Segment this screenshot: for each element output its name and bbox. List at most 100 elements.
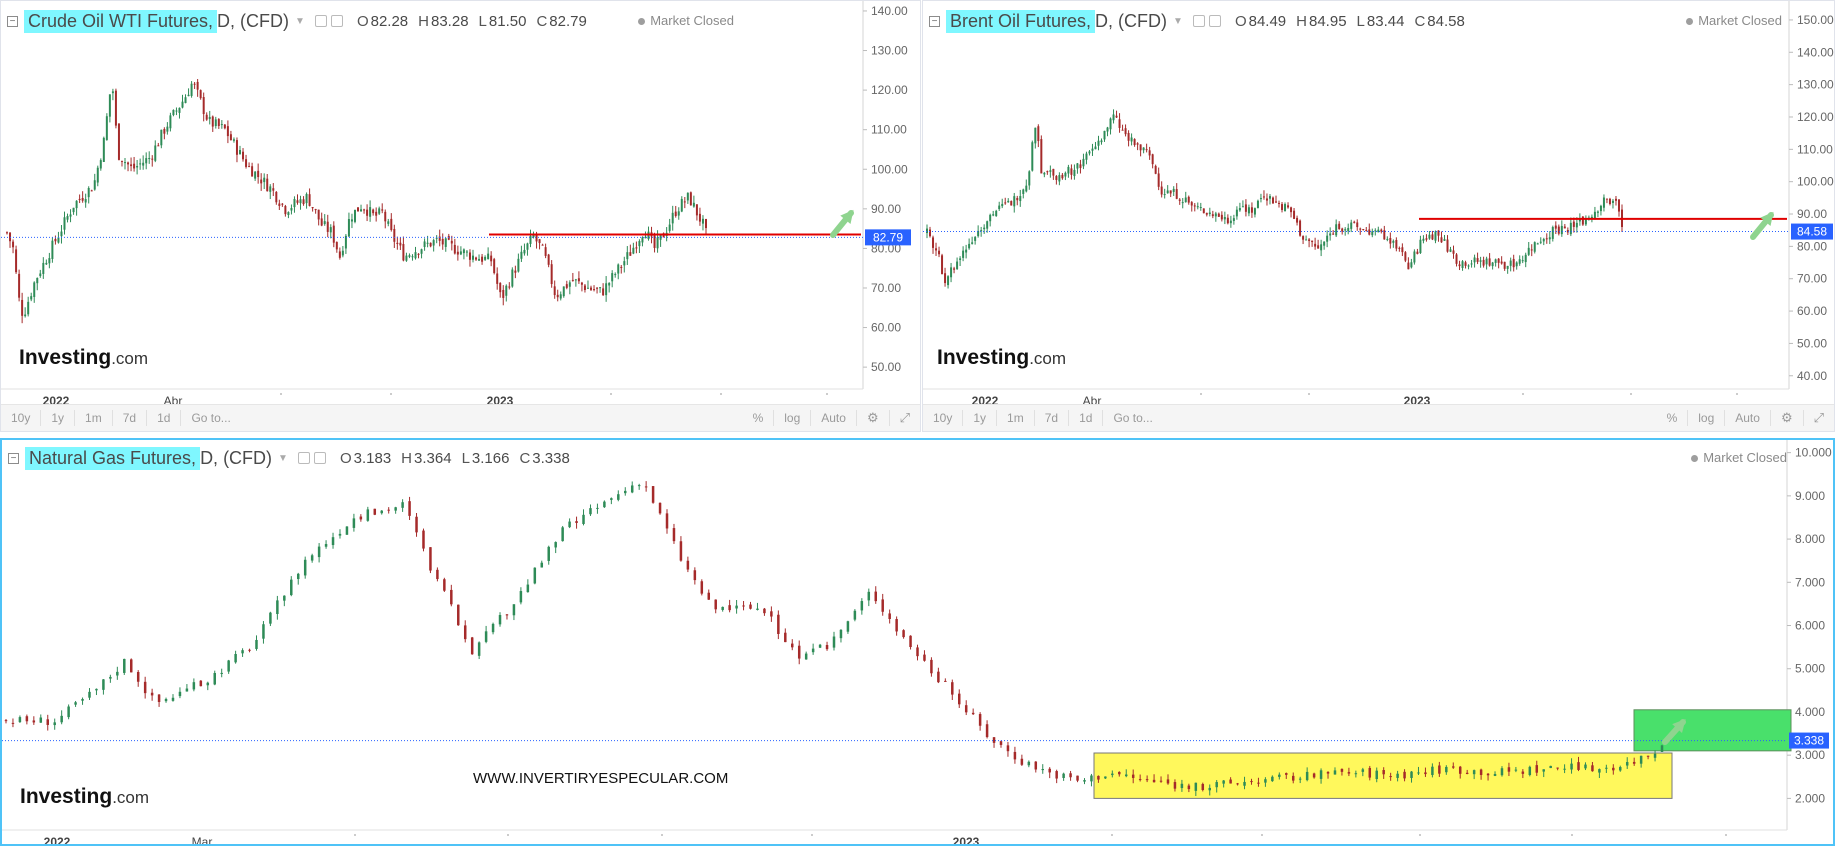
candle-body	[568, 521, 571, 528]
gear-icon[interactable]: ⚙	[857, 410, 890, 426]
log-scale-button[interactable]: log	[1688, 410, 1726, 426]
candle-body	[1452, 250, 1455, 254]
log-scale-button[interactable]: log	[774, 410, 812, 426]
candle-body	[32, 720, 36, 723]
candle-body	[399, 242, 402, 246]
candle-body	[6, 232, 8, 234]
candle-body	[1076, 163, 1079, 169]
candle-body	[874, 591, 878, 602]
range-1d-button[interactable]: 1d	[147, 410, 182, 426]
candle-body	[1298, 778, 1302, 780]
candle-body	[614, 274, 617, 276]
minus-square-icon[interactable]: −	[8, 452, 19, 464]
chevron-down-icon[interactable]: ▼	[1173, 15, 1183, 27]
candle-body	[916, 647, 919, 657]
wti-plot[interactable]: 140.00130.00120.00110.00100.0090.0080.00…	[1, 1, 920, 405]
minus-square-icon[interactable]: −	[7, 15, 18, 27]
candle-body	[164, 698, 168, 702]
gas-chart-panel[interactable]: − Natural Gas Futures, D, (CFD) ▼ O 3.183…	[0, 438, 1835, 846]
candle-body	[1374, 230, 1377, 232]
candle-body	[1070, 168, 1073, 175]
range-10y-button[interactable]: 10y	[923, 410, 964, 426]
candle-body	[465, 251, 468, 253]
chevron-down-icon[interactable]: ▼	[295, 15, 305, 27]
wti-chart-panel[interactable]: − Crude Oil WTI Futures, D, (CFD) ▼ O 82.…	[0, 0, 921, 432]
candle-body	[443, 579, 446, 591]
candle-body	[1271, 776, 1274, 782]
candle-body	[310, 555, 314, 561]
wti-toolbar: 10y 1y 1m 7d 1d Go to... % log Auto ⚙ ⤢	[1, 404, 920, 431]
brent-toolbar: 10y 1y 1m 7d 1d Go to... % log Auto ⚙ ⤢	[923, 404, 1834, 431]
candle-body	[263, 177, 266, 183]
brent-title: Brent Oil Futures,	[946, 9, 1096, 33]
candle-body	[623, 261, 626, 266]
range-7d-button[interactable]: 7d	[113, 410, 148, 426]
candle-body	[944, 273, 947, 284]
candle-body	[535, 235, 538, 242]
goto-button[interactable]: Go to...	[191, 411, 231, 425]
candle-body	[958, 693, 961, 705]
gas-plot[interactable]: 10.000 9.000 8.000 7.000 6.000 5.000 4.000 3.00…	[2, 440, 1833, 844]
candle-body	[839, 629, 843, 639]
range-7d-button[interactable]: 7d	[1035, 410, 1070, 426]
range-1y-button[interactable]: 1y	[963, 410, 998, 426]
candle-body	[1527, 247, 1530, 255]
candle-body	[1506, 265, 1509, 269]
candle-body	[66, 216, 69, 220]
brent-plot[interactable]: 150.00 140.00 130.00 120.00 110.00 100.00 90.0…	[923, 1, 1834, 405]
candle-body	[707, 592, 711, 600]
eye-icon[interactable]	[314, 15, 327, 27]
candle-body	[255, 639, 258, 649]
candle-body	[1262, 196, 1265, 198]
candle-body	[193, 83, 196, 85]
auto-scale-button[interactable]: Auto	[811, 410, 857, 426]
candle-body	[456, 251, 459, 255]
expand-icon[interactable]: ⤢	[1813, 410, 1824, 425]
candle-body	[39, 717, 43, 723]
range-1d-button[interactable]: 1d	[1069, 410, 1104, 426]
candle-body	[735, 605, 738, 609]
candle-body	[496, 273, 499, 284]
settings-small-icon[interactable]	[1208, 15, 1221, 27]
range-10y-button[interactable]: 10y	[1, 410, 42, 426]
candle-body	[1514, 769, 1518, 771]
percent-scale-button[interactable]: %	[1657, 410, 1689, 426]
gear-icon[interactable]: ⚙	[1771, 410, 1804, 426]
candle-body	[630, 485, 634, 493]
percent-scale-button[interactable]: %	[743, 410, 775, 426]
settings-small-icon[interactable]	[330, 15, 343, 27]
candle-body	[477, 642, 481, 656]
candle-body	[1575, 222, 1578, 228]
candle-body	[360, 209, 363, 212]
brent-chart-panel[interactable]: − Brent Oil Futures, D, (CFD) ▼ O 84.49 H…	[922, 0, 1835, 432]
candle-body	[320, 218, 323, 226]
candle-body	[1073, 169, 1076, 177]
chevron-down-icon[interactable]: ▼	[278, 452, 288, 464]
candle-body	[686, 192, 689, 201]
minus-square-icon[interactable]: −	[929, 15, 940, 27]
range-1m-button[interactable]: 1m	[997, 410, 1035, 426]
candle-body	[303, 559, 307, 576]
candle-body	[1362, 228, 1365, 230]
candle-body	[45, 262, 48, 265]
candle-body	[550, 264, 553, 285]
candle-body	[1566, 230, 1569, 233]
expand-icon[interactable]: ⤢	[899, 410, 910, 425]
goto-button[interactable]: Go to...	[1113, 411, 1153, 425]
candle-body	[1076, 775, 1079, 781]
settings-small-icon[interactable]	[313, 452, 326, 464]
range-1y-button[interactable]: 1y	[41, 410, 76, 426]
auto-scale-button[interactable]: Auto	[1725, 410, 1771, 426]
candle-body	[1398, 247, 1401, 249]
candle-body	[1389, 238, 1392, 244]
eye-icon[interactable]	[1192, 15, 1205, 27]
eye-icon[interactable]	[297, 452, 310, 464]
candle-body	[1551, 227, 1554, 239]
candle-body	[656, 237, 659, 249]
candle-body	[139, 163, 142, 165]
candle-body	[1386, 238, 1389, 240]
candle-body	[1570, 763, 1573, 770]
range-1m-button[interactable]: 1m	[75, 410, 113, 426]
candle-body	[206, 682, 210, 686]
candle-body	[1048, 768, 1051, 773]
